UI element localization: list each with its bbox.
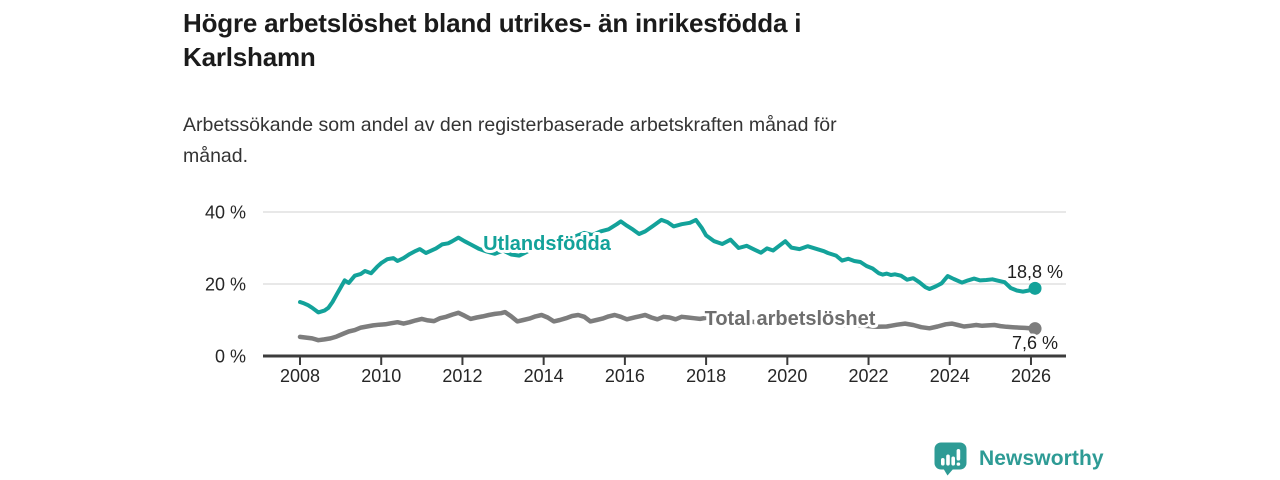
x-axis-tick-label: 2026 xyxy=(1011,366,1051,386)
subtitle-line-2: månad. xyxy=(183,145,249,167)
series-label-total-arbetsloshet: Total arbetslöshet xyxy=(705,308,876,330)
page-title: Högre arbetslöshet bland utrikes- än inr… xyxy=(183,6,1083,74)
x-axis-tick-label: 2016 xyxy=(605,366,645,386)
newsworthy-wordmark: Newsworthy xyxy=(979,446,1104,470)
x-axis-tick-label: 2020 xyxy=(767,366,807,386)
x-axis-tick-label: 2012 xyxy=(442,366,482,386)
x-axis-tick-label: 2014 xyxy=(524,366,564,386)
y-axis-tick-label: 20 % xyxy=(205,275,246,295)
series-layer xyxy=(297,217,1042,343)
endpoint-dot-0 xyxy=(1028,281,1042,295)
y-axis-tick-label: 40 % xyxy=(205,203,246,223)
subtitle-line-1: Arbetssökande som andel av den registerb… xyxy=(183,114,837,136)
title-line-1: Högre arbetslöshet bland utrikes- än inr… xyxy=(183,8,802,38)
endpoint-value-total-arbetsloshet: 7,6 % xyxy=(1012,333,1058,353)
endpoint-value-utlandsfodda: 18,8 % xyxy=(1007,262,1063,282)
x-axis-tick-label: 2008 xyxy=(280,366,320,386)
title-line-2: Karlshamn xyxy=(183,42,316,72)
grid-layer: 0 % 20 % 40 % xyxy=(205,203,1066,367)
label-layer: Utlandsfödda Total arbetslöshet 18,8 % 7… xyxy=(480,230,1065,356)
axis-layer: 2008 2010 2012 2014 2016 2018 2020 2022 2024 2026 xyxy=(263,354,1066,386)
newsworthy-logo: Newsworthy xyxy=(933,441,1104,476)
x-axis-tick-label: 2024 xyxy=(930,366,970,386)
y-axis-tick-label: 0 % xyxy=(215,347,246,367)
x-axis-tick-label: 2010 xyxy=(361,366,401,386)
bar-chart-speech-bubble-icon xyxy=(934,442,967,476)
x-axis-tick-label: 2018 xyxy=(686,366,726,386)
series-line-0 xyxy=(298,217,1037,315)
series-label-utlandsfodda: Utlandsfödda xyxy=(483,233,612,255)
series-line-1 xyxy=(297,309,1038,343)
endpoint-dot-1 xyxy=(1028,322,1042,336)
chart-subtitle: Arbetssökande som andel av den registerb… xyxy=(183,110,1083,172)
x-axis-tick-label: 2022 xyxy=(849,366,889,386)
